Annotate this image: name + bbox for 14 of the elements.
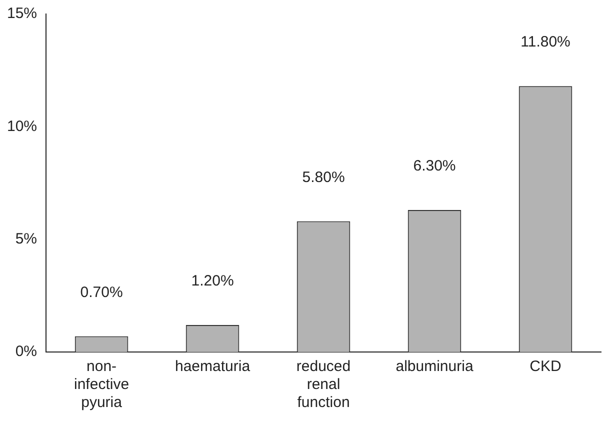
- y-tick-label: 15%: [6, 5, 38, 22]
- data-label: 11.80%: [520, 34, 570, 51]
- x-tick-label: reduced renal function: [296, 358, 351, 412]
- x-tick-label: CKD: [530, 358, 562, 376]
- x-tick-label: non-infective pyuria: [74, 358, 130, 412]
- data-label: 6.30%: [413, 158, 456, 175]
- data-label: 1.20%: [191, 272, 234, 290]
- x-tick-label: haematuria: [174, 358, 251, 376]
- x-tick-label: albuminuria: [396, 358, 474, 376]
- y-tick-label: 0%: [15, 343, 38, 360]
- y-tick-label: 10%: [6, 118, 38, 135]
- data-label: 0.70%: [80, 284, 123, 301]
- data-label: 5.80%: [302, 168, 345, 186]
- y-tick-label: 5%: [15, 230, 38, 248]
